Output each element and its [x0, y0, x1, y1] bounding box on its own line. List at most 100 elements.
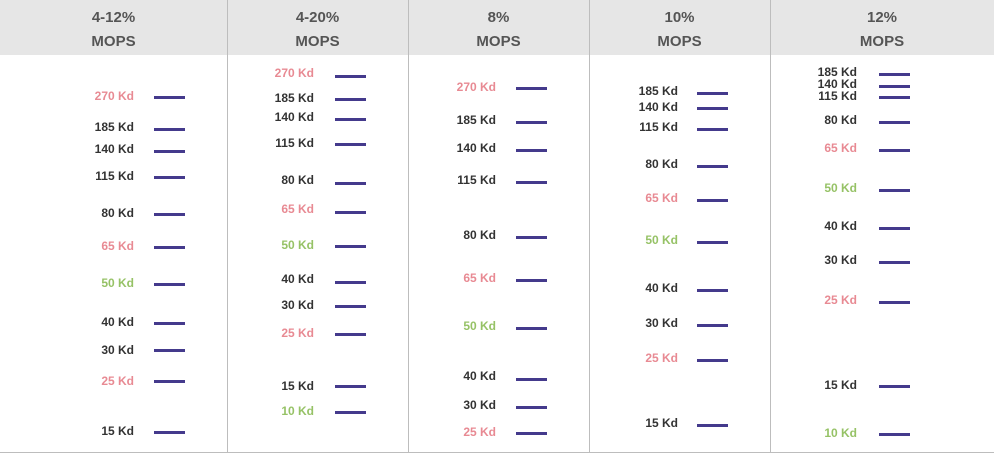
band-label-115: 115 Kd [818, 89, 857, 103]
band-mark-80 [516, 236, 547, 239]
band-label-25: 25 Kd [824, 293, 857, 307]
band-mark-65 [154, 246, 185, 249]
band-label-40: 40 Kd [281, 272, 314, 286]
band-label-50: 50 Kd [824, 181, 857, 195]
lane-header-buffer: MOPS [859, 33, 905, 50]
band-mark-185 [516, 121, 547, 124]
band-mark-50 [154, 283, 185, 286]
lane-header-gel: 4-20% [295, 9, 340, 26]
band-mark-30 [516, 406, 547, 409]
band-label-140: 140 Kd [94, 142, 134, 156]
band-label-115: 115 Kd [275, 136, 314, 150]
band-label-65: 65 Kd [463, 271, 496, 285]
band-label-40: 40 Kd [463, 369, 496, 383]
band-mark-25 [516, 432, 547, 435]
band-label-80: 80 Kd [101, 206, 134, 220]
band-label-270: 270 Kd [94, 89, 134, 103]
band-label-15: 15 Kd [645, 416, 678, 430]
lane-header: 4-12% MOPS [0, 0, 227, 55]
band-label-140: 140 Kd [456, 141, 496, 155]
band-label-65: 65 Kd [824, 141, 857, 155]
band-label-80: 80 Kd [281, 173, 314, 187]
lane-header-gel: 10% [664, 9, 695, 26]
band-mark-15 [335, 385, 366, 388]
band-mark-25 [335, 333, 366, 336]
band-mark-115 [516, 181, 547, 184]
band-mark-50 [335, 245, 366, 248]
band-label-115: 115 Kd [95, 169, 134, 183]
band-label-30: 30 Kd [645, 316, 678, 330]
lane-header: 10% MOPS [589, 0, 770, 55]
band-label-185: 185 Kd [274, 91, 314, 105]
band-label-140: 140 Kd [274, 110, 314, 124]
band-label-15: 15 Kd [101, 424, 134, 438]
band-label-65: 65 Kd [645, 191, 678, 205]
band-mark-185 [879, 73, 910, 76]
band-mark-140 [154, 150, 185, 153]
lane-header-gel: 4-12% [91, 9, 136, 26]
band-mark-40 [335, 281, 366, 284]
lane-divider-1 [227, 0, 228, 453]
band-label-80: 80 Kd [645, 157, 678, 171]
lane-header-buffer: MOPS [657, 33, 702, 50]
band-label-40: 40 Kd [101, 315, 134, 329]
band-mark-185 [154, 128, 185, 131]
lane-header: 12% MOPS [770, 0, 994, 55]
band-mark-65 [879, 149, 910, 152]
lane-3: 8% MOPS 270 Kd 185 Kd 140 Kd 115 Kd 80 Kd 65 Kd… [408, 0, 589, 453]
lane-divider-4 [770, 0, 771, 453]
band-label-50: 50 Kd [463, 319, 496, 333]
band-label-25: 25 Kd [101, 374, 134, 388]
band-mark-40 [154, 322, 185, 325]
band-label-185: 185 Kd [456, 113, 496, 127]
band-mark-50 [516, 327, 547, 330]
lane-divider-2 [408, 0, 409, 453]
band-mark-270 [154, 96, 185, 99]
band-mark-50 [697, 241, 728, 244]
band-label-80: 80 Kd [463, 228, 496, 242]
band-mark-15 [879, 385, 910, 388]
band-label-15: 15 Kd [824, 378, 857, 392]
band-label-115: 115 Kd [639, 120, 678, 134]
band-mark-115 [697, 128, 728, 131]
band-label-30: 30 Kd [824, 253, 857, 267]
lane-header-gel: 12% [866, 9, 898, 26]
band-label-65: 65 Kd [101, 239, 134, 253]
band-mark-140 [697, 107, 728, 110]
band-label-30: 30 Kd [281, 298, 314, 312]
band-label-15: 15 Kd [281, 379, 314, 393]
band-mark-65 [697, 199, 728, 202]
band-mark-80 [154, 213, 185, 216]
band-label-30: 30 Kd [463, 398, 496, 412]
band-mark-40 [879, 227, 910, 230]
bottom-border [0, 452, 994, 453]
band-mark-65 [516, 279, 547, 282]
band-mark-30 [154, 349, 185, 352]
band-mark-115 [879, 96, 910, 99]
lane-header-gel: 8% [487, 9, 510, 26]
band-mark-15 [697, 424, 728, 427]
band-mark-30 [697, 324, 728, 327]
band-mark-15 [154, 431, 185, 434]
band-mark-80 [335, 182, 366, 185]
lane-2: 4-20% MOPS 270 Kd 185 Kd 140 Kd 115 Kd 80 Kd 65… [227, 0, 408, 453]
band-label-185: 185 Kd [94, 120, 134, 134]
band-label-185: 185 Kd [638, 84, 678, 98]
band-label-40: 40 Kd [645, 281, 678, 295]
band-mark-25 [154, 380, 185, 383]
band-mark-30 [879, 261, 910, 264]
lane-header-buffer: MOPS [295, 33, 340, 50]
band-mark-80 [879, 121, 910, 124]
band-label-25: 25 Kd [281, 326, 314, 340]
band-label-115: 115 Kd [457, 173, 496, 187]
lane-header-buffer: MOPS [476, 33, 521, 50]
band-mark-140 [335, 118, 366, 121]
band-mark-50 [879, 189, 910, 192]
band-mark-140 [879, 85, 910, 88]
band-label-50: 50 Kd [101, 276, 134, 290]
band-mark-115 [335, 143, 366, 146]
band-label-40: 40 Kd [824, 219, 857, 233]
band-label-25: 25 Kd [463, 425, 496, 439]
band-label-80: 80 Kd [824, 113, 857, 127]
